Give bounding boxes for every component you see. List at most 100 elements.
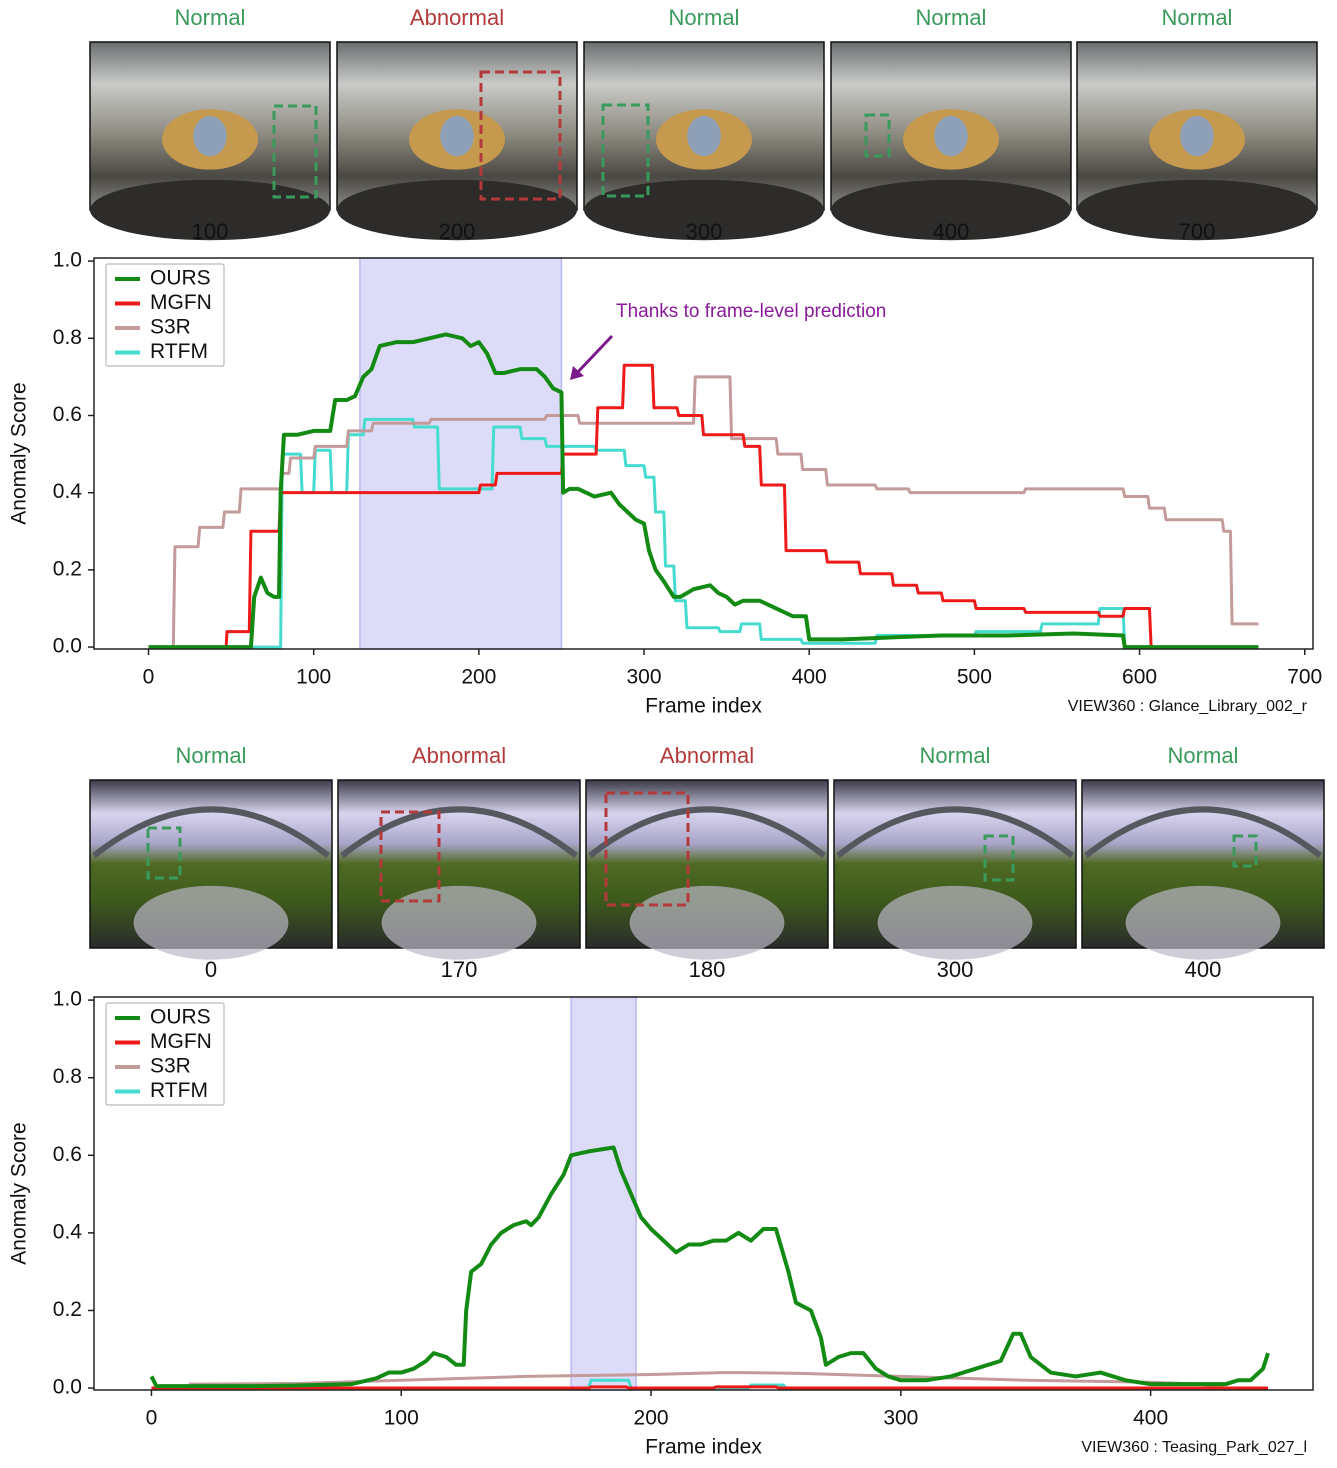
x-tick-label: 500 [957, 666, 992, 689]
detection-box [983, 834, 1015, 882]
series-line [148, 332, 1259, 650]
plot-frame [93, 257, 1314, 650]
frame-number: 700 [1179, 219, 1216, 244]
frame-status: Normal [175, 5, 246, 30]
frame-number: 200 [439, 219, 476, 244]
x-tick-label: 700 [1287, 666, 1322, 689]
x-axis-label: Frame index [645, 695, 762, 718]
frame-status: Normal [1168, 743, 1239, 768]
x-tick-label: 0 [146, 1407, 158, 1430]
y-tick-label: 0.4 [53, 1220, 83, 1243]
thumbnail-table-top [1180, 115, 1214, 157]
y-axis-label: Anomaly Score [8, 382, 31, 524]
legend-label: RTFM [150, 1079, 208, 1102]
frame-status: Normal [669, 5, 740, 30]
thumbnail-arch [1084, 806, 1322, 858]
y-tick-label: 0.4 [53, 480, 83, 503]
thumbnail-table-top [193, 115, 227, 157]
legend-label: S3R [150, 316, 191, 339]
thumbnail [89, 41, 331, 241]
detection-box [379, 810, 441, 903]
x-tick-label: 400 [1133, 1407, 1168, 1430]
thumbnail-floor [1077, 179, 1317, 241]
thumbnail-seat [381, 885, 537, 960]
plot-frame [93, 996, 1314, 1391]
thumbnail-floor [831, 179, 1071, 241]
legend-label: MGFN [150, 1030, 212, 1053]
series-line [148, 375, 1259, 649]
series-line [151, 1385, 1269, 1390]
x-tick-label: 400 [792, 666, 827, 689]
frame-number: 100 [192, 219, 229, 244]
y-tick-label: 0.0 [53, 1376, 82, 1399]
frame-status: Abnormal [410, 5, 504, 30]
thumbnail-arch [340, 806, 578, 858]
frame-number: 300 [686, 219, 723, 244]
y-axis-label: Anomaly Score [8, 1122, 31, 1264]
highlight-span [570, 996, 637, 1391]
legend-box [105, 1002, 225, 1106]
x-tick-label: 200 [461, 666, 496, 689]
thumbnail-arch [588, 806, 826, 858]
thumbnail [1076, 41, 1318, 241]
y-tick-label: 1.0 [53, 988, 82, 1011]
x-axis-label: Frame index [645, 1436, 762, 1459]
y-tick-label: 0.8 [53, 1065, 82, 1088]
legend-label: OURS [150, 267, 211, 290]
frame-status: Normal [176, 743, 247, 768]
frame-status: Normal [916, 5, 987, 30]
frame-number: 300 [937, 957, 974, 982]
detection-box [272, 104, 318, 199]
frame-status: Normal [1162, 5, 1233, 30]
x-tick-label: 300 [627, 666, 662, 689]
series-line [149, 1145, 1270, 1389]
x-tick-label: 100 [384, 1407, 419, 1430]
caption: VIEW360 : Teasing_Park_027_l [1081, 1439, 1307, 1456]
thumbnail-seat [1125, 885, 1281, 960]
annotation-arrowhead [570, 366, 584, 380]
thumbnail [337, 779, 581, 960]
y-tick-label: 0.0 [53, 635, 82, 658]
legend-label: RTFM [150, 340, 208, 363]
y-tick-label: 1.0 [53, 249, 82, 272]
thumbnail [336, 41, 578, 241]
frame-number: 400 [1185, 957, 1222, 982]
thumbnail-floor [337, 179, 577, 241]
y-tick-label: 0.8 [53, 326, 82, 349]
thumbnail [1081, 779, 1325, 960]
thumbnail-arch [92, 806, 330, 858]
highlight-span [359, 257, 563, 650]
frame-number: 400 [933, 219, 970, 244]
series-line [148, 363, 1153, 649]
x-tick-label: 200 [634, 1407, 669, 1430]
caption: VIEW360 : Glance_Library_002_r [1068, 698, 1308, 715]
x-tick-label: 100 [296, 666, 331, 689]
y-tick-label: 0.6 [53, 403, 82, 426]
thumbnail-table-top [440, 115, 474, 157]
y-tick-label: 0.6 [53, 1143, 82, 1166]
thumbnail-floor [90, 179, 330, 241]
y-tick-label: 0.2 [53, 557, 82, 580]
frame-number: 180 [689, 957, 726, 982]
detection-box [864, 113, 891, 158]
detection-box [601, 103, 650, 198]
detection-box [146, 826, 182, 880]
frame-status: Abnormal [660, 743, 754, 768]
legend-label: S3R [150, 1055, 191, 1078]
annotation-arrow [574, 334, 614, 376]
y-tick-label: 0.2 [53, 1298, 82, 1321]
annotation: Thanks to frame-level prediction [616, 301, 886, 322]
thumbnail [830, 41, 1072, 241]
thumbnail [583, 41, 825, 241]
x-tick-label: 300 [883, 1407, 918, 1430]
thumbnail-table-top [934, 115, 968, 157]
frame-number: 170 [441, 957, 478, 982]
detection-box [479, 70, 562, 201]
thumbnail-seat [877, 885, 1033, 960]
legend-label: OURS [150, 1006, 211, 1029]
thumbnail-seat [133, 885, 289, 960]
thumbnail [585, 779, 829, 960]
thumbnail [89, 779, 333, 960]
